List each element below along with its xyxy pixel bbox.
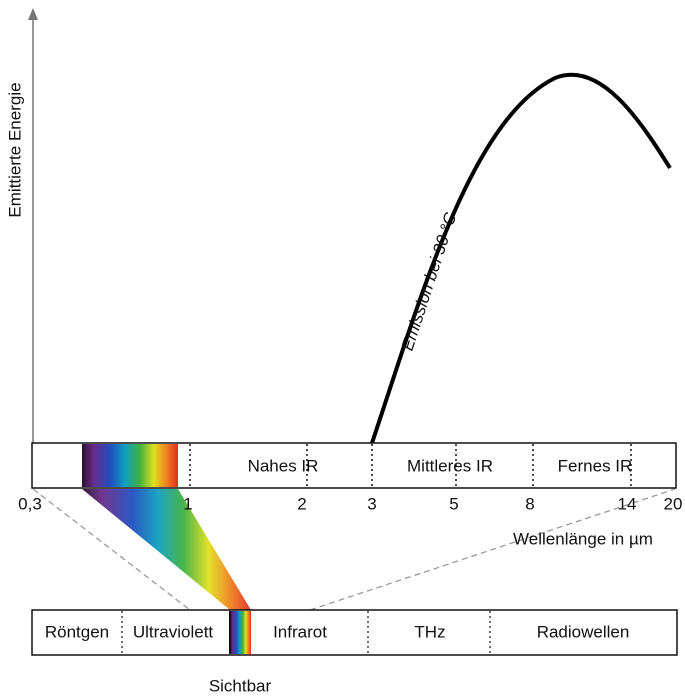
zoom-line [309,488,676,611]
y-axis-label: Emittierte Energie [5,82,24,217]
region-label: Nahes IR [248,456,319,475]
spectrum-fan [82,489,251,610]
zoom-line [32,488,191,611]
visible-label: Sichtbar [209,676,272,695]
tick-label: 1 [183,494,192,513]
region-label: Radiowellen [537,622,630,641]
tick-label: 3 [367,494,376,513]
region-label: THz [414,622,445,641]
curve-label: Emission bei 30 °C [398,210,461,353]
region-label: Fernes IR [558,456,633,475]
tick-label: 0,3 [18,494,42,513]
x-axis-label: Wellenlänge in µm [513,529,653,548]
tick-label: 20 [664,494,683,513]
region-label: Mittleres IR [407,456,493,475]
tick-label: 14 [618,494,637,513]
visible-band [82,444,178,487]
emission-curve [370,72,672,444]
tick-label: 8 [525,494,534,513]
y-axis-arrow [28,8,38,20]
region-label: Röntgen [45,622,109,641]
upper-bar [31,442,677,489]
dividers [189,444,632,487]
region-label: Infrarot [273,622,327,641]
visible-band [230,611,251,654]
tick-label: 5 [449,494,458,513]
lower-bar [31,609,678,656]
dividers [121,611,491,654]
region-label: Ultraviolett [133,622,214,641]
tick-label: 2 [297,494,306,513]
